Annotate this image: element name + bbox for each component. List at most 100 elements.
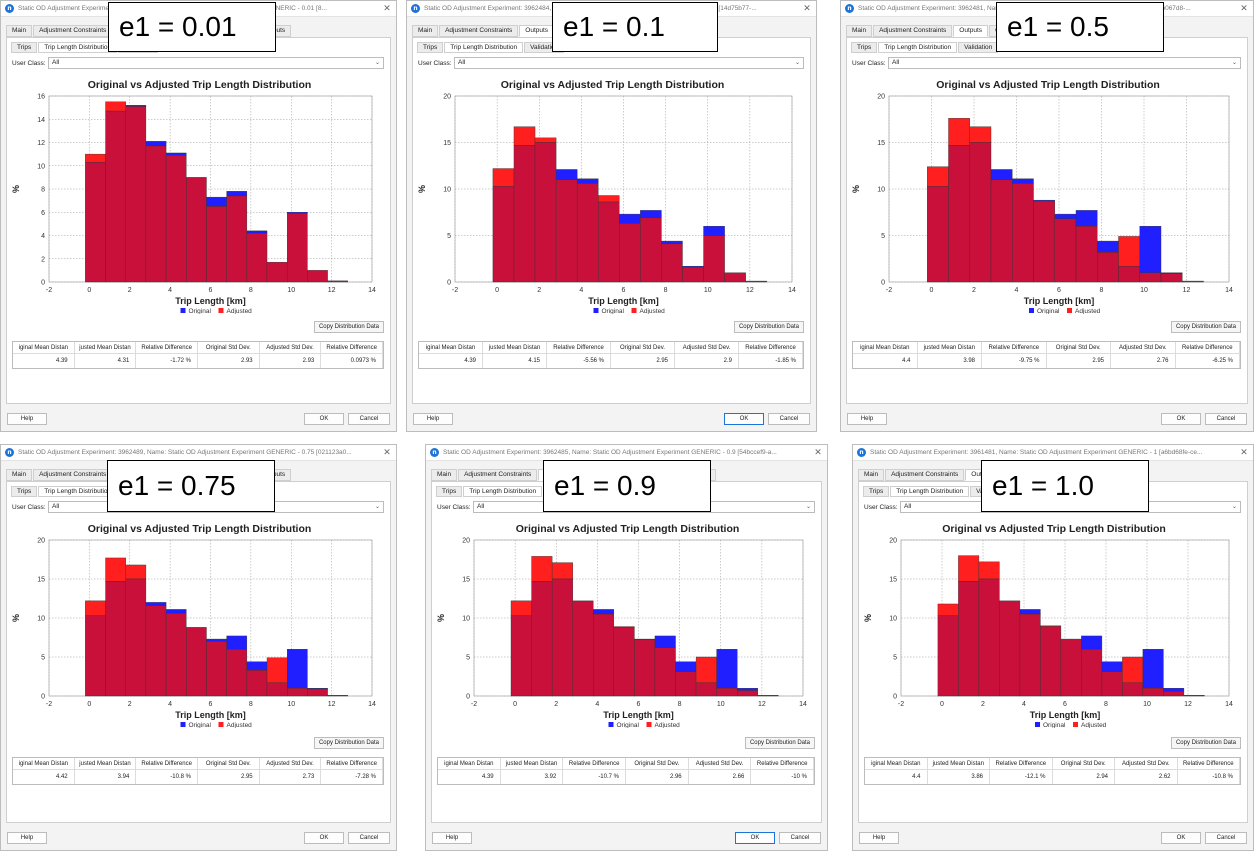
user-class-select[interactable]: All ⌄ bbox=[48, 57, 384, 69]
adjusted-bar bbox=[105, 101, 126, 112]
adjusted-bar bbox=[958, 555, 980, 582]
cancel-button[interactable]: Cancel bbox=[348, 413, 390, 425]
help-button[interactable]: Help bbox=[7, 832, 47, 844]
overlap-bar bbox=[613, 627, 635, 697]
cancel-button[interactable]: Cancel bbox=[1205, 413, 1247, 425]
subtab-trips[interactable]: Trips bbox=[11, 486, 38, 497]
help-button[interactable]: Help bbox=[859, 832, 899, 844]
subtab-trip-length-distribution[interactable]: Trip Length Distribution bbox=[444, 42, 524, 53]
tab-adjustment-constraints[interactable]: Adjustment Constraints bbox=[439, 25, 519, 37]
help-button[interactable]: Help bbox=[847, 413, 887, 425]
overlap-bar bbox=[745, 280, 767, 283]
stat-header: Relative Difference bbox=[982, 342, 1047, 354]
cancel-button[interactable]: Cancel bbox=[348, 832, 390, 844]
x-tick-label: 6 bbox=[1057, 287, 1061, 294]
y-tick-label: 20 bbox=[889, 538, 897, 545]
tab-adjustment-constraints[interactable]: Adjustment Constraints bbox=[33, 469, 113, 481]
ok-button[interactable]: OK bbox=[1161, 832, 1201, 844]
x-tick-label: 14 bbox=[1225, 287, 1233, 294]
copy-distribution-button[interactable]: Copy Distribution Data bbox=[1170, 321, 1241, 333]
tab-adjustment-constraints[interactable]: Adjustment Constraints bbox=[33, 25, 113, 37]
close-icon[interactable]: ✕ bbox=[1240, 447, 1248, 457]
overlap-bar bbox=[125, 106, 147, 283]
ok-button[interactable]: OK bbox=[304, 832, 344, 844]
ok-button[interactable]: OK bbox=[1161, 413, 1201, 425]
ok-button[interactable]: OK bbox=[735, 832, 775, 844]
tab-outputs[interactable]: Outputs bbox=[519, 25, 555, 37]
copy-distribution-button[interactable]: Copy Distribution Data bbox=[313, 737, 384, 749]
close-icon[interactable]: ✕ bbox=[814, 447, 822, 457]
original-bar bbox=[165, 152, 187, 156]
tab-outputs[interactable]: Outputs bbox=[953, 25, 989, 37]
overlap-bar bbox=[1139, 272, 1162, 283]
adjusted-bar bbox=[937, 603, 959, 616]
close-icon[interactable]: ✕ bbox=[383, 447, 391, 457]
tab-main[interactable]: Main bbox=[6, 25, 33, 37]
x-tick-label: 10 bbox=[717, 701, 725, 708]
cancel-button[interactable]: Cancel bbox=[768, 413, 810, 425]
stat-value: 2.94 bbox=[1053, 770, 1115, 784]
x-tick-label: 0 bbox=[87, 701, 91, 708]
close-icon[interactable]: ✕ bbox=[803, 3, 811, 13]
help-button[interactable]: Help bbox=[7, 413, 47, 425]
legend-label-original: Original bbox=[602, 308, 625, 314]
stat-header: Adjusted Std Dev. bbox=[259, 758, 322, 770]
overlap-bar bbox=[661, 243, 683, 283]
user-class-select[interactable]: All ⌄ bbox=[454, 57, 804, 69]
x-tick-label: 14 bbox=[368, 287, 376, 294]
ok-button[interactable]: OK bbox=[304, 413, 344, 425]
cancel-button[interactable]: Cancel bbox=[1205, 832, 1247, 844]
overlap-bar bbox=[145, 605, 167, 697]
stat-header: Adjusted Std Dev. bbox=[1115, 758, 1178, 770]
tab-adjustment-constraints[interactable]: Adjustment Constraints bbox=[873, 25, 953, 37]
subtab-validation[interactable]: Validation bbox=[958, 42, 999, 53]
tab-main[interactable]: Main bbox=[431, 469, 458, 481]
tab-adjustment-constraints[interactable]: Adjustment Constraints bbox=[458, 469, 538, 481]
subtab-trips[interactable]: Trips bbox=[11, 42, 38, 53]
subtab-trip-length-distribution[interactable]: Trip Length Distribution bbox=[890, 486, 970, 497]
tab-main[interactable]: Main bbox=[846, 25, 873, 37]
ok-button[interactable]: OK bbox=[724, 413, 764, 425]
subtab-trip-length-distribution[interactable]: Trip Length Distribution bbox=[463, 486, 543, 497]
tab-main[interactable]: Main bbox=[6, 469, 33, 481]
close-icon[interactable]: ✕ bbox=[383, 3, 391, 13]
y-axis-label: % bbox=[11, 614, 21, 622]
tab-main[interactable]: Main bbox=[412, 25, 439, 37]
x-tick-label: 4 bbox=[1015, 287, 1019, 294]
legend-swatch-original bbox=[1035, 722, 1040, 727]
stat-value: 3.86 bbox=[928, 770, 990, 784]
tab-main[interactable]: Main bbox=[858, 469, 885, 481]
stat-header: Adjusted Std Dev. bbox=[688, 758, 752, 770]
stat-value: 2.9 bbox=[675, 354, 739, 368]
subtab-trips[interactable]: Trips bbox=[417, 42, 444, 53]
user-class-select[interactable]: All ⌄ bbox=[888, 57, 1241, 69]
stat-value: 3.92 bbox=[501, 770, 564, 784]
subtab-trip-length-distribution[interactable]: Trip Length Distribution bbox=[878, 42, 958, 53]
subtab-trips[interactable]: Trips bbox=[851, 42, 878, 53]
x-tick-label: -2 bbox=[471, 701, 477, 708]
subtab-trip-length-distribution[interactable]: Trip Length Distribution bbox=[38, 42, 118, 53]
adjusted-bar bbox=[598, 195, 620, 203]
copy-distribution-button[interactable]: Copy Distribution Data bbox=[744, 737, 815, 749]
stat-header: justed Mean Distan bbox=[74, 342, 137, 354]
help-button[interactable]: Help bbox=[413, 413, 453, 425]
subtab-trip-length-distribution[interactable]: Trip Length Distribution bbox=[38, 486, 118, 497]
subtab-trips[interactable]: Trips bbox=[436, 486, 463, 497]
copy-distribution-button[interactable]: Copy Distribution Data bbox=[1170, 737, 1241, 749]
close-icon[interactable]: ✕ bbox=[1240, 3, 1248, 13]
y-tick-label: 20 bbox=[877, 94, 885, 101]
stat-value: 4.4 bbox=[865, 770, 928, 784]
x-tick-label: -2 bbox=[46, 701, 52, 708]
help-button[interactable]: Help bbox=[432, 832, 472, 844]
original-bar bbox=[1075, 210, 1098, 227]
overlap-bar bbox=[246, 232, 268, 283]
cancel-button[interactable]: Cancel bbox=[779, 832, 821, 844]
y-tick-label: 14 bbox=[37, 117, 45, 124]
y-tick-label: 15 bbox=[37, 577, 45, 584]
subtab-trips[interactable]: Trips bbox=[863, 486, 890, 497]
copy-distribution-button[interactable]: Copy Distribution Data bbox=[313, 321, 384, 333]
tab-adjustment-constraints[interactable]: Adjustment Constraints bbox=[885, 469, 965, 481]
copy-distribution-button[interactable]: Copy Distribution Data bbox=[733, 321, 804, 333]
original-bar bbox=[654, 635, 676, 648]
experiment-caption: e1 = 0.01 bbox=[108, 2, 276, 52]
